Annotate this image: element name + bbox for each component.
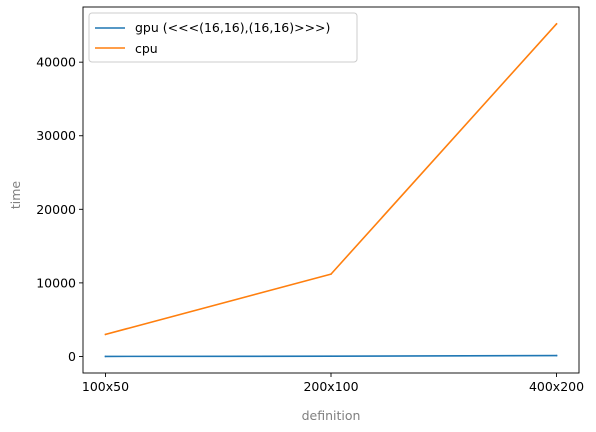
y-tick-label: 30000 (36, 128, 76, 143)
x-tick-label: 100x50 (82, 379, 129, 394)
data-point-gpu-200x100 (330, 355, 332, 358)
plot-area (83, 7, 579, 373)
legend-box (88, 12, 358, 63)
y-axis: 0 10000 20000 30000 40000 (36, 55, 83, 364)
series-layer (104, 22, 558, 358)
legend: gpu (<<<(16,16),(16,16)>>>) cpu (88, 12, 358, 63)
data-point-cpu-200x100 (330, 273, 332, 275)
y-tick-label: 40000 (36, 55, 76, 70)
data-point-cpu-100x50 (104, 333, 107, 336)
x-axis: 100x50 200x100 400x200 (82, 373, 584, 394)
legend-label-cpu: cpu (135, 41, 158, 56)
x-tick-label: 400x200 (529, 379, 584, 394)
y-tick-label: 0 (68, 349, 76, 364)
data-point-gpu-100x50 (104, 355, 107, 358)
x-tick-label: 200x100 (303, 379, 358, 394)
data-point-cpu-400x200 (555, 23, 558, 25)
data-point-gpu-400x200 (555, 354, 558, 357)
x-axis-title: definition (302, 408, 361, 423)
legend-label-gpu: gpu (<<<(16,16),(16,16)>>>) (135, 20, 330, 35)
y-tick-label: 10000 (36, 275, 76, 290)
y-axis-title: time (8, 181, 23, 210)
y-tick-label: 20000 (36, 202, 76, 217)
